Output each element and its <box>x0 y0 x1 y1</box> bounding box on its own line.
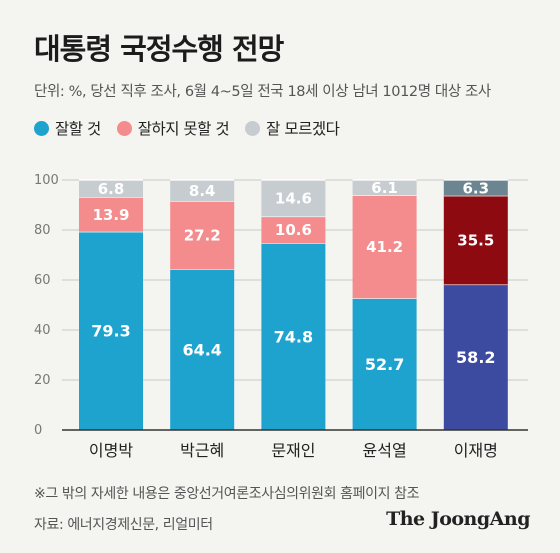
brand-logo: The JoongAng <box>386 508 530 530</box>
bar-segment-1-2 <box>170 180 235 201</box>
data-label-0-2: 6.8 <box>98 180 125 198</box>
data-label-3-2: 6.1 <box>371 179 398 197</box>
y-tick-label-80: 80 <box>34 223 51 238</box>
legend-dot-approve <box>34 120 49 136</box>
data-label-2-2: 14.6 <box>275 190 312 208</box>
bar-segment-1-1 <box>170 201 235 269</box>
legend-label-disapprove: 잘하지 못할 것 <box>137 120 230 138</box>
bar-segment-2-0 <box>261 243 326 430</box>
y-tick-label-0: 0 <box>34 423 42 438</box>
legend-item-approve: 잘할 것 <box>34 117 101 139</box>
y-tick-label-40: 40 <box>34 323 51 338</box>
data-label-2-0: 74.8 <box>274 327 313 346</box>
legend-label-approve: 잘할 것 <box>55 120 101 138</box>
x-tick-label-0: 이명박 <box>89 441 133 460</box>
data-label-1-0: 64.4 <box>182 340 221 359</box>
data-label-1-1: 27.2 <box>184 226 221 244</box>
y-tick-label-20: 20 <box>34 373 51 388</box>
legend-dot-disapprove <box>116 120 132 136</box>
bar-segment-2-1 <box>261 216 326 243</box>
bar-segment-3-2 <box>352 180 417 196</box>
bar-segment-0-0 <box>79 231 143 430</box>
legend-label-unsure: 잘 모르겠다 <box>266 120 340 138</box>
data-label-4-0: 58.2 <box>456 348 495 367</box>
legend-dot-unsure <box>245 120 261 136</box>
bar-segment-4-0 <box>443 284 508 430</box>
legend-item-unsure: 잘 모르겠다 <box>245 117 340 139</box>
x-tick-label-3: 윤석열 <box>363 441 407 460</box>
legend-item-disapprove: 잘하지 못할 것 <box>116 117 230 139</box>
data-label-1-2: 8.4 <box>189 182 216 200</box>
chart-title: 대통령 국정수행 전망 <box>34 32 284 66</box>
bar-segment-1-0 <box>170 269 235 430</box>
data-label-3-1: 41.2 <box>366 238 403 256</box>
bar-segment-0-2 <box>79 180 143 197</box>
x-tick-label-4: 이재명 <box>454 441 498 460</box>
bar-segment-3-1 <box>352 195 417 299</box>
data-label-3-0: 52.7 <box>365 355 404 374</box>
y-tick-label-100: 100 <box>34 173 59 188</box>
bar-segment-0-1 <box>79 197 143 232</box>
bar-segment-4-2 <box>443 180 508 196</box>
data-label-0-1: 13.9 <box>92 206 129 224</box>
y-tick-label-60: 60 <box>34 273 51 288</box>
data-label-2-1: 10.6 <box>275 221 312 239</box>
data-label-0-0: 79.3 <box>91 322 130 341</box>
chart-subtitle: 단위: %, 당선 직후 조사, 6월 4~5일 전국 18세 이상 남녀 10… <box>34 84 491 100</box>
bar-segment-2-2 <box>261 180 326 217</box>
x-tick-label-1: 박근혜 <box>180 441 224 460</box>
bar-segment-4-1 <box>443 195 508 285</box>
source: 자료: 에너지경제신문, 리얼미터 <box>34 517 213 533</box>
data-label-4-1: 35.5 <box>457 232 494 250</box>
x-tick-label-2: 문재인 <box>271 441 315 460</box>
stacked-bar-chart: 0 20 40 60 80 100 79.3 13.9 6.8 이명박 64.4 27.2 8.4 박근혜… <box>34 173 528 460</box>
data-label-4-2: 6.3 <box>463 179 490 197</box>
footnote: ※그 밖의 자세한 내용은 중앙선거여론조사심의위원회 홈페이지 참조 <box>34 486 420 502</box>
legend: 잘할 것 잘하지 못할 것 잘 모르겠다 <box>34 117 340 139</box>
bar-segment-3-0 <box>352 298 417 430</box>
